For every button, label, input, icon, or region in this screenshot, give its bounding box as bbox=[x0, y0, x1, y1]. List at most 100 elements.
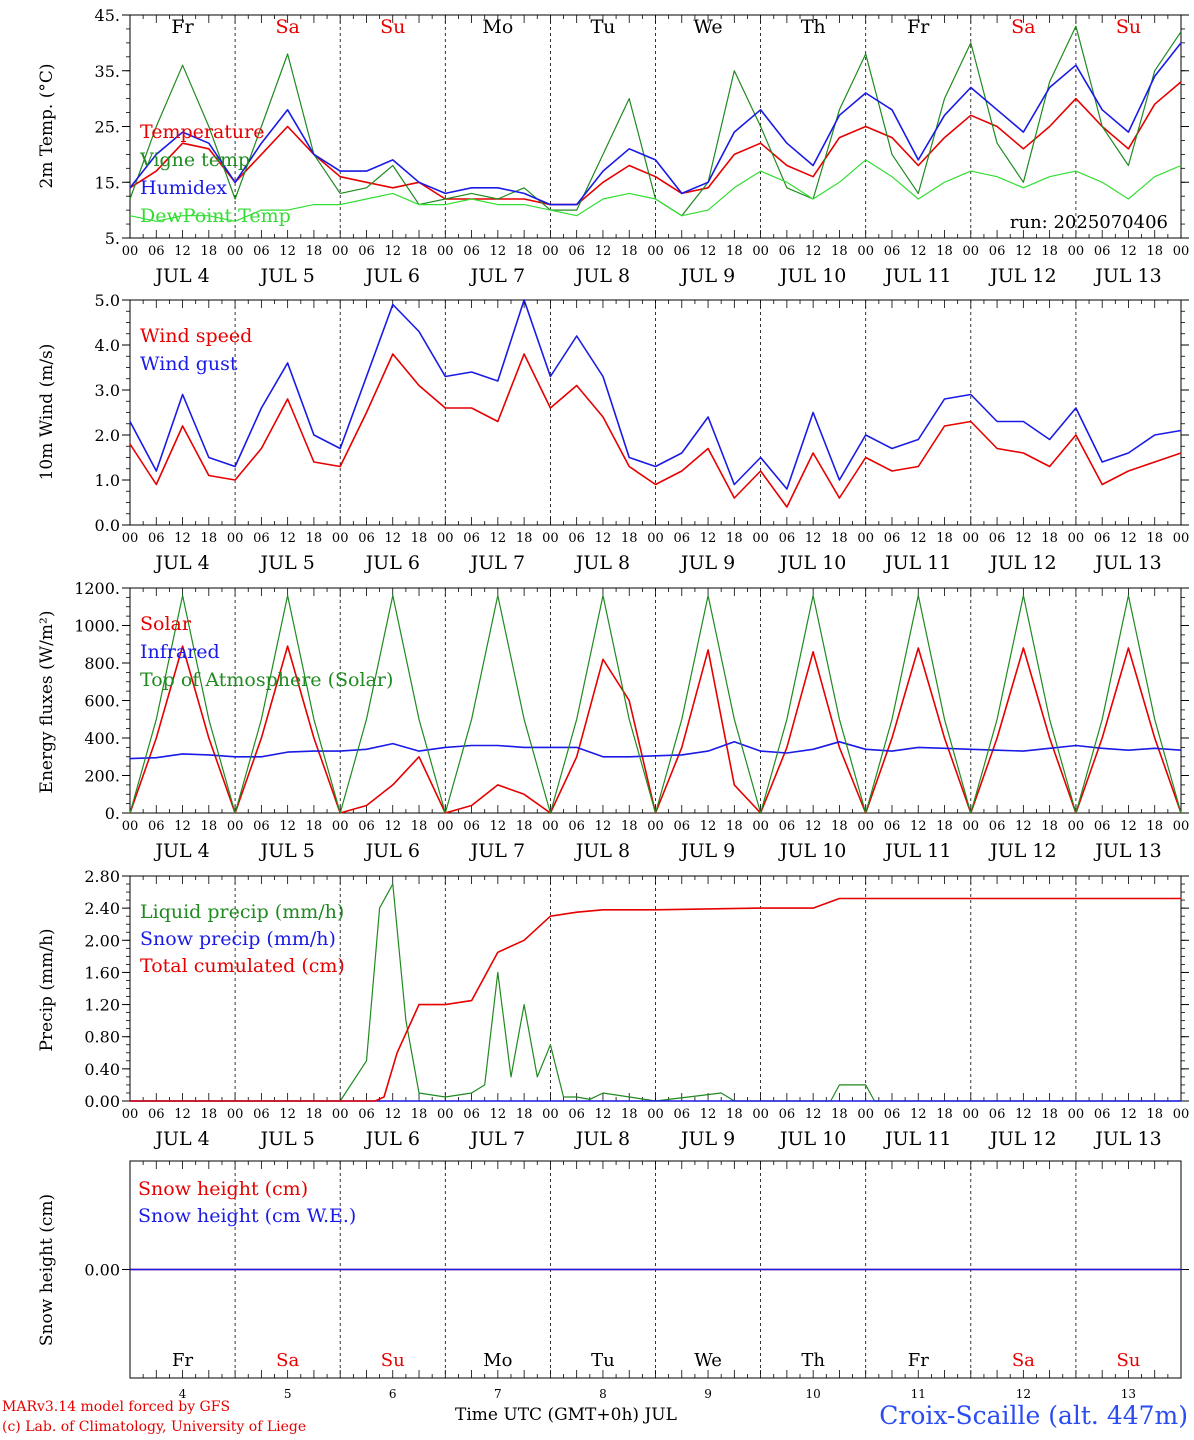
hour-tick-label: 06 bbox=[463, 1107, 480, 1122]
y-axis-label: 10m Wind (m/s) bbox=[37, 344, 57, 481]
hour-tick-label: 06 bbox=[148, 819, 165, 834]
y-tick-label: 1200. bbox=[74, 579, 120, 598]
hour-tick-label: 06 bbox=[358, 1107, 375, 1122]
date-label: JUL 13 bbox=[1093, 552, 1161, 574]
day-number-label: 7 bbox=[494, 1387, 502, 1401]
hour-tick-label: 06 bbox=[884, 244, 901, 259]
y-tick-label: 400. bbox=[84, 729, 120, 748]
hour-tick-label: 00 bbox=[122, 819, 139, 834]
hour-tick-label: 06 bbox=[568, 819, 585, 834]
hour-tick-label: 00 bbox=[1068, 244, 1085, 259]
hour-tick-label: 06 bbox=[148, 244, 165, 259]
hour-tick-label: 12 bbox=[910, 1107, 927, 1122]
date-label: JUL 6 bbox=[364, 840, 420, 862]
weekday-label: Fr bbox=[907, 16, 930, 38]
y-tick-label: 25. bbox=[95, 118, 120, 137]
y-tick-label: 0.40 bbox=[84, 1060, 120, 1079]
date-label: JUL 11 bbox=[883, 1128, 951, 1150]
date-label: JUL 8 bbox=[574, 265, 630, 287]
date-label: JUL 7 bbox=[469, 265, 525, 287]
y-axis-label: Precip (mm/h) bbox=[37, 928, 57, 1051]
y-tick-label: 0. bbox=[105, 804, 120, 823]
weekday-label: Sa bbox=[1011, 16, 1035, 38]
hour-tick-label: 18 bbox=[831, 819, 848, 834]
legend-entry: DewPoint Temp bbox=[140, 205, 291, 227]
hour-tick-label: 18 bbox=[1146, 531, 1163, 546]
hour-tick-label: 06 bbox=[1094, 1107, 1111, 1122]
hour-tick-label: 00 bbox=[752, 531, 769, 546]
date-label: JUL 11 bbox=[883, 552, 951, 574]
hour-tick-label: 18 bbox=[1041, 1107, 1058, 1122]
hour-tick-label: 12 bbox=[490, 1107, 507, 1122]
hour-tick-label: 12 bbox=[490, 531, 507, 546]
date-label: JUL 10 bbox=[778, 840, 846, 862]
y-tick-label: 2.0 bbox=[95, 426, 120, 445]
y-tick-label: 0.00 bbox=[84, 1092, 120, 1111]
hour-tick-label: 00 bbox=[752, 1107, 769, 1122]
hour-tick-label: 18 bbox=[621, 1107, 638, 1122]
hour-tick-label: 12 bbox=[279, 1107, 296, 1122]
weekday-label: Th bbox=[801, 16, 826, 38]
date-label: JUL 4 bbox=[153, 265, 209, 287]
hour-tick-label: 12 bbox=[700, 531, 717, 546]
legend-entry: Liquid precip (mm/h) bbox=[140, 901, 344, 923]
legend-entry: Temperature bbox=[140, 121, 264, 143]
hour-tick-label: 12 bbox=[384, 1107, 401, 1122]
date-label: JUL 13 bbox=[1093, 265, 1161, 287]
hour-tick-label: 18 bbox=[411, 1107, 428, 1122]
hour-tick-label: 06 bbox=[989, 819, 1006, 834]
hour-tick-label: 06 bbox=[884, 531, 901, 546]
hour-tick-label: 00 bbox=[963, 819, 980, 834]
date-label: JUL 12 bbox=[988, 840, 1056, 862]
x-axis-title: Time UTC (GMT+0h) JUL bbox=[455, 1405, 677, 1425]
date-label: JUL 9 bbox=[679, 265, 735, 287]
date-label: JUL 13 bbox=[1093, 1128, 1161, 1150]
hour-tick-label: 06 bbox=[463, 819, 480, 834]
hour-tick-label: 06 bbox=[674, 531, 691, 546]
hour-tick-label: 06 bbox=[989, 531, 1006, 546]
hour-tick-label: 12 bbox=[700, 1107, 717, 1122]
hour-tick-label: 12 bbox=[805, 531, 822, 546]
hour-tick-label: 18 bbox=[411, 244, 428, 259]
y-tick-label: 1.60 bbox=[84, 963, 120, 982]
hour-tick-label: 06 bbox=[1094, 244, 1111, 259]
station-name: Croix-Scaille (alt. 447m) bbox=[879, 1401, 1188, 1430]
hour-tick-label: 06 bbox=[884, 1107, 901, 1122]
hour-tick-label: 18 bbox=[1146, 819, 1163, 834]
hour-tick-label: 18 bbox=[936, 531, 953, 546]
hour-tick-label: 18 bbox=[621, 244, 638, 259]
date-label: JUL 5 bbox=[258, 552, 314, 574]
hour-tick-label: 18 bbox=[1146, 244, 1163, 259]
hour-tick-label: 18 bbox=[516, 1107, 533, 1122]
hour-tick-label: 12 bbox=[910, 244, 927, 259]
hour-tick-label: 12 bbox=[805, 819, 822, 834]
hour-tick-label: 12 bbox=[384, 531, 401, 546]
hour-tick-label: 18 bbox=[306, 244, 323, 259]
hour-tick-label: 12 bbox=[700, 244, 717, 259]
date-label: JUL 5 bbox=[258, 840, 314, 862]
hour-tick-label: 00 bbox=[332, 819, 349, 834]
y-tick-label: 800. bbox=[84, 654, 120, 673]
hour-tick-label: 12 bbox=[174, 1107, 191, 1122]
hour-tick-label: 00 bbox=[752, 819, 769, 834]
hour-tick-label: 00 bbox=[542, 531, 559, 546]
weekday-label: Fr bbox=[171, 16, 194, 38]
y-tick-label: 2.80 bbox=[84, 867, 120, 886]
hour-tick-label: 06 bbox=[253, 244, 270, 259]
hour-tick-label: 18 bbox=[621, 819, 638, 834]
date-label: JUL 12 bbox=[988, 552, 1056, 574]
hour-tick-label: 00 bbox=[542, 819, 559, 834]
hour-tick-label: 12 bbox=[490, 819, 507, 834]
hour-tick-label: 00 bbox=[647, 244, 664, 259]
hour-tick-label: 18 bbox=[1146, 1107, 1163, 1122]
hour-tick-label: 06 bbox=[1094, 531, 1111, 546]
hour-tick-label: 00 bbox=[963, 244, 980, 259]
hour-tick-label: 18 bbox=[1041, 819, 1058, 834]
hour-tick-label: 18 bbox=[516, 244, 533, 259]
hour-tick-label: 00 bbox=[437, 1107, 454, 1122]
y-tick-label: 4.0 bbox=[95, 336, 120, 355]
hour-tick-label: 12 bbox=[595, 244, 612, 259]
series-line bbox=[129, 740, 1182, 760]
legend-entry: Infrared bbox=[140, 641, 220, 663]
y-tick-label: 35. bbox=[95, 62, 120, 81]
